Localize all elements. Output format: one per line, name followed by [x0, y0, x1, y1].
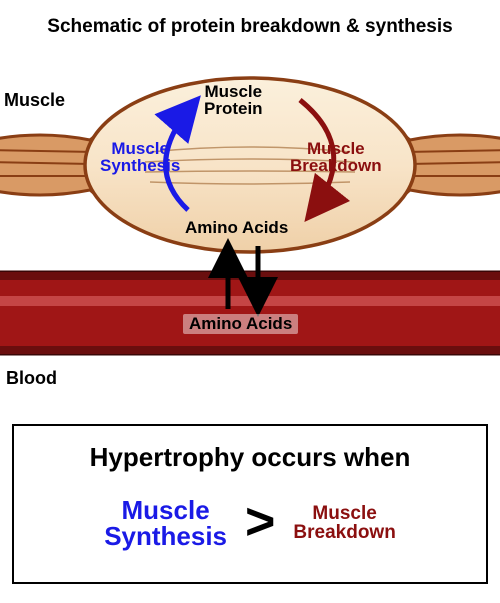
muscle-protein-label: Muscle Protein [204, 83, 263, 117]
breakdown-l2: Breakdown [290, 156, 382, 175]
hypertrophy-synthesis: Muscle Synthesis [104, 497, 227, 549]
synthesis-label: Muscle Synthesis [100, 140, 180, 174]
hypertrophy-box: Hypertrophy occurs when Muscle Synthesis… [12, 424, 488, 584]
hyp-break-l1: Muscle [312, 503, 376, 524]
hypertrophy-breakdown: Muscle Breakdown [293, 504, 395, 542]
diagram-svg [0, 0, 500, 400]
hyp-break-l2: Breakdown [293, 522, 395, 543]
hyp-syn-l2: Synthesis [104, 521, 227, 551]
blood-vessel [0, 272, 500, 354]
blood-label: Blood [6, 368, 57, 389]
hypertrophy-equation: Muscle Synthesis > Muscle Breakdown [14, 497, 486, 549]
amino-acids-blood-label: Amino Acids [183, 314, 298, 334]
breakdown-label: Muscle Breakdown [290, 140, 382, 174]
muscle-protein-l2: Protein [204, 99, 263, 118]
muscle-label: Muscle [4, 90, 65, 111]
greater-than-symbol: > [245, 502, 275, 544]
amino-acids-muscle-label: Amino Acids [185, 218, 288, 238]
hypertrophy-title: Hypertrophy occurs when [14, 442, 486, 473]
synthesis-l2: Synthesis [100, 156, 180, 175]
